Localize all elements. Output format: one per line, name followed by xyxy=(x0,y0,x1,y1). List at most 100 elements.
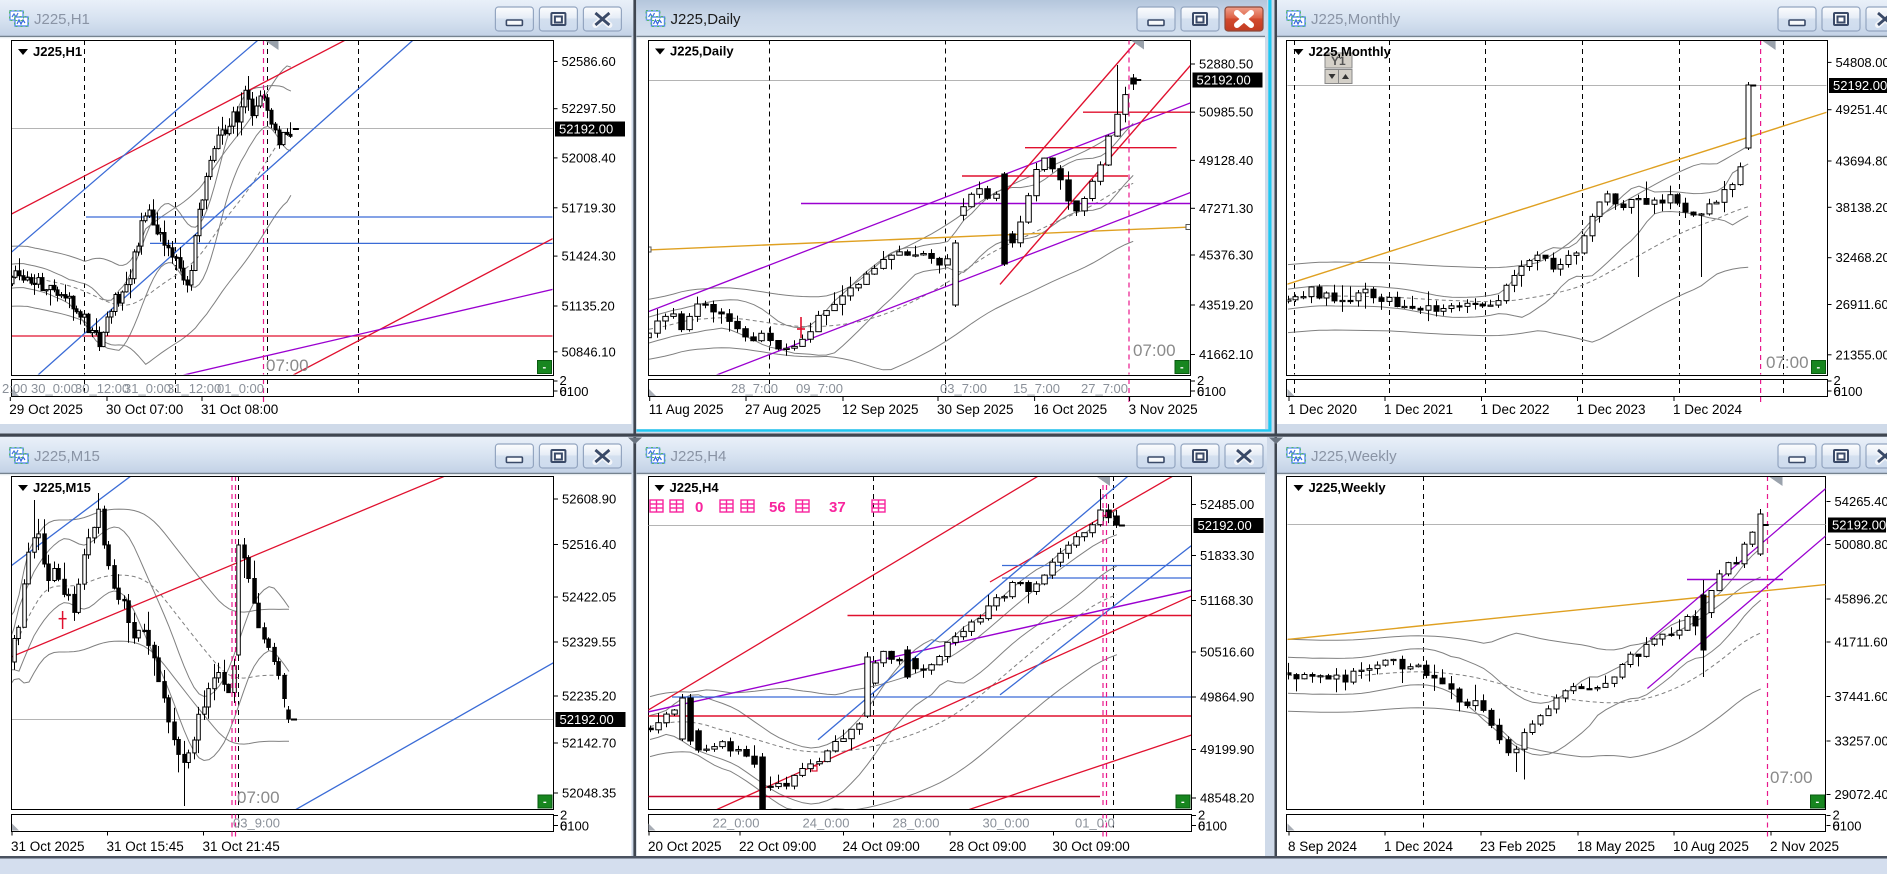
svg-text:J225,Weekly: J225,Weekly xyxy=(1311,448,1397,465)
svg-text:49128.40: 49128.40 xyxy=(1199,153,1253,168)
svg-text:51135.20: 51135.20 xyxy=(562,299,615,314)
svg-text:0: 0 xyxy=(695,499,703,516)
svg-text:07:00: 07:00 xyxy=(266,356,309,375)
svg-text:03_7:00: 03_7:00 xyxy=(940,381,987,396)
svg-text:52297.50: 52297.50 xyxy=(562,101,616,116)
svg-text:56: 56 xyxy=(769,499,786,516)
svg-text:1 Dec 2024: 1 Dec 2024 xyxy=(1384,839,1454,854)
svg-text:J225,H4: J225,H4 xyxy=(671,448,727,465)
svg-text:07:00: 07:00 xyxy=(237,788,280,807)
svg-text:49864.90: 49864.90 xyxy=(1200,690,1254,705)
svg-text:52235.20: 52235.20 xyxy=(562,689,616,704)
svg-text:6100: 6100 xyxy=(1834,384,1863,399)
svg-text:52516.40: 52516.40 xyxy=(562,537,616,552)
svg-text:J225,H1: J225,H1 xyxy=(34,11,90,28)
svg-text:33257.00: 33257.00 xyxy=(1835,734,1887,749)
svg-text:52192.00: 52192.00 xyxy=(1832,518,1886,533)
svg-text:18 May 2025: 18 May 2025 xyxy=(1577,839,1655,854)
svg-text:26911.60: 26911.60 xyxy=(1836,297,1887,312)
svg-text:6100: 6100 xyxy=(1197,384,1226,399)
svg-text:6100: 6100 xyxy=(1833,819,1862,834)
svg-text:52485.00: 52485.00 xyxy=(1200,497,1254,512)
svg-text:45376.30: 45376.30 xyxy=(1199,248,1253,263)
svg-text:31 Oct 15:45: 31 Oct 15:45 xyxy=(107,839,184,854)
svg-text:20 Oct 2025: 20 Oct 2025 xyxy=(648,839,722,854)
svg-text:12 Sep 2025: 12 Sep 2025 xyxy=(842,402,919,417)
svg-text:0: 0 xyxy=(1833,819,1840,834)
svg-text:J225,Monthly: J225,Monthly xyxy=(1309,44,1392,59)
svg-text:52008.40: 52008.40 xyxy=(562,150,616,165)
svg-text:47271.30: 47271.30 xyxy=(1199,201,1253,216)
svg-text:0: 0 xyxy=(1197,384,1204,399)
svg-text:30_12:00: 30_12:00 xyxy=(75,381,129,396)
svg-text:J225,Weekly: J225,Weekly xyxy=(1309,480,1387,495)
svg-text:0: 0 xyxy=(1198,819,1205,834)
svg-text:15_7:00: 15_7:00 xyxy=(1013,381,1060,396)
svg-text:51719.30: 51719.30 xyxy=(562,200,616,215)
svg-text:J225,H1: J225,H1 xyxy=(33,44,82,59)
svg-text:10 Aug 2025: 10 Aug 2025 xyxy=(1673,839,1749,854)
svg-text:2: 2 xyxy=(560,373,567,388)
svg-text:2 Nov 2025: 2 Nov 2025 xyxy=(1770,839,1839,854)
svg-text:52142.70: 52142.70 xyxy=(562,736,616,751)
svg-text:29 Oct 2025: 29 Oct 2025 xyxy=(9,402,83,417)
svg-text:24_0:00: 24_0:00 xyxy=(803,816,850,831)
svg-text:54808.00: 54808.00 xyxy=(1836,55,1887,70)
svg-text:32468.20: 32468.20 xyxy=(1836,250,1887,265)
svg-text:2: 2 xyxy=(1834,373,1841,388)
svg-text:41711.60: 41711.60 xyxy=(1835,635,1887,650)
svg-text:28 Oct 09:00: 28 Oct 09:00 xyxy=(949,839,1026,854)
svg-text:31_0:00: 31_0:00 xyxy=(124,381,171,396)
svg-text:0: 0 xyxy=(560,819,567,834)
svg-text:J225,Daily: J225,Daily xyxy=(671,11,742,28)
svg-text:31 Oct 21:45: 31 Oct 21:45 xyxy=(203,839,280,854)
svg-text:52192.00: 52192.00 xyxy=(1198,518,1252,533)
svg-text:09_7:00: 09_7:00 xyxy=(796,381,843,396)
svg-text:22_0:00: 22_0:00 xyxy=(713,816,760,831)
svg-text:29072.40: 29072.40 xyxy=(1835,787,1887,802)
svg-text:30 Oct 07:00: 30 Oct 07:00 xyxy=(106,402,183,417)
svg-text:1 Dec 2024: 1 Dec 2024 xyxy=(1673,402,1743,417)
svg-text:07:00: 07:00 xyxy=(1770,768,1813,787)
svg-text:07:00: 07:00 xyxy=(1766,353,1809,372)
svg-text:52192.00: 52192.00 xyxy=(559,122,613,137)
svg-text:50846.10: 50846.10 xyxy=(562,344,616,359)
svg-text:52048.35: 52048.35 xyxy=(562,786,616,801)
svg-text:48548.20: 48548.20 xyxy=(1200,791,1254,806)
svg-text:37441.60: 37441.60 xyxy=(1835,689,1887,704)
svg-text:51168.30: 51168.30 xyxy=(1200,593,1253,608)
svg-text:2: 2 xyxy=(560,808,567,823)
svg-text:43694.80: 43694.80 xyxy=(1836,154,1887,169)
svg-text:43519.20: 43519.20 xyxy=(1199,298,1253,313)
svg-text:52192.00: 52192.00 xyxy=(1197,73,1251,88)
svg-text:27_7:00: 27_7:00 xyxy=(1081,381,1128,396)
svg-text:01_0:00: 01_0:00 xyxy=(217,381,264,396)
svg-text:50080.80: 50080.80 xyxy=(1835,537,1887,552)
svg-text:27 Aug 2025: 27 Aug 2025 xyxy=(745,402,821,417)
svg-text:21355.00: 21355.00 xyxy=(1836,347,1887,362)
svg-text:-: - xyxy=(1816,796,1820,808)
svg-text:30 Oct 09:00: 30 Oct 09:00 xyxy=(1053,839,1130,854)
svg-text:51833.30: 51833.30 xyxy=(1200,548,1254,563)
svg-text:24 Oct 09:00: 24 Oct 09:00 xyxy=(843,839,920,854)
svg-text:50516.60: 50516.60 xyxy=(1200,645,1254,660)
svg-text:07:00: 07:00 xyxy=(1133,341,1176,360)
svg-text:2:00: 2:00 xyxy=(2,381,27,396)
svg-text:52608.90: 52608.90 xyxy=(562,492,616,507)
svg-text:16 Oct 2025: 16 Oct 2025 xyxy=(1034,402,1108,417)
svg-text:J225,M15: J225,M15 xyxy=(34,448,100,465)
svg-text:22 Oct 09:00: 22 Oct 09:00 xyxy=(739,839,816,854)
svg-text:03_9:00: 03_9:00 xyxy=(233,816,280,831)
svg-text:3 Nov 2025: 3 Nov 2025 xyxy=(1129,402,1198,417)
svg-text:31 Oct 08:00: 31 Oct 08:00 xyxy=(201,402,278,417)
svg-text:-: - xyxy=(1181,796,1185,808)
svg-text:2: 2 xyxy=(1198,808,1205,823)
svg-text:1 Dec 2020: 1 Dec 2020 xyxy=(1288,402,1357,417)
svg-text:J225,M15: J225,M15 xyxy=(33,480,91,495)
svg-text:51424.30: 51424.30 xyxy=(562,249,616,264)
svg-text:6100: 6100 xyxy=(560,384,589,399)
svg-text:-: - xyxy=(1180,362,1184,374)
svg-text:6100: 6100 xyxy=(1198,819,1227,834)
svg-text:1 Dec 2023: 1 Dec 2023 xyxy=(1577,402,1646,417)
svg-text:30 Sep 2025: 30 Sep 2025 xyxy=(937,402,1014,417)
